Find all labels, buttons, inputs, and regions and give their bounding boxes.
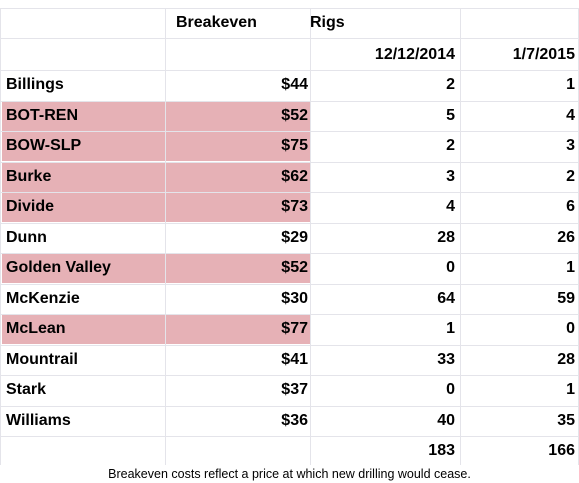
row-highlight [2, 101, 310, 131]
county-name: Dunn [6, 228, 47, 246]
footnote: Breakeven costs reflect a price at which… [108, 467, 471, 481]
rigs: 0 [566, 320, 575, 337]
grid-line [0, 38, 579, 39]
breakeven: $75 [281, 137, 308, 154]
breakeven: $52 [281, 259, 308, 276]
grid-line [460, 8, 461, 465]
county-name: Burke [6, 167, 52, 185]
county-name: Billings [6, 76, 64, 93]
county-name: Stark [6, 381, 47, 398]
row-highlight [2, 132, 310, 161]
county-name: Mountrail [6, 350, 78, 368]
rigs: 6 [566, 198, 575, 215]
rigs: 40 [437, 411, 455, 429]
row-highlight [2, 162, 310, 192]
county-name: Golden Valley [6, 259, 111, 276]
grid-line [0, 344, 579, 346]
county-name: BOT-REN [6, 106, 78, 124]
grid-line [0, 8, 579, 9]
breakeven: $52 [281, 106, 308, 124]
grid-line [0, 222, 579, 224]
rigs: 2 [446, 76, 455, 93]
header-breakeven: Breakeven [176, 14, 257, 31]
breakeven: $30 [281, 289, 308, 307]
breakeven: $77 [281, 320, 308, 337]
rigs: 59 [557, 289, 575, 307]
rigs: 4 [566, 106, 575, 124]
rigs: 1 [566, 381, 575, 398]
header-rigs: Rigs [310, 14, 345, 31]
total: 166 [548, 442, 575, 459]
rigs: 0 [446, 259, 455, 276]
row-highlight [2, 254, 310, 283]
total: 183 [428, 442, 455, 459]
county-name: McKenzie [6, 289, 80, 307]
rigs: 2 [446, 137, 455, 154]
grid-line [0, 131, 579, 132]
rigs: 4 [446, 198, 455, 215]
header-date: 12/12/2014 [374, 46, 455, 63]
rigs: 35 [557, 411, 575, 429]
row-highlight [2, 193, 310, 222]
grid-line [0, 375, 579, 376]
county-name: BOW-SLP [6, 137, 82, 154]
rigs: 26 [557, 228, 575, 246]
grid-line [0, 405, 579, 407]
rigs: 5 [446, 106, 455, 124]
rigs: 28 [437, 228, 455, 246]
breakeven: $73 [281, 198, 308, 215]
grid-line [0, 8, 1, 465]
row-highlight [2, 315, 310, 344]
rigs: 64 [437, 289, 455, 307]
rigs: 2 [566, 167, 575, 185]
county-name: McLean [6, 320, 66, 337]
rigs: 33 [437, 350, 455, 368]
grid-line [0, 283, 579, 285]
grid-line [0, 253, 579, 254]
county-name: Williams [6, 411, 71, 429]
grid-line [165, 8, 166, 465]
rigs: 3 [566, 137, 575, 154]
grid-line [0, 192, 579, 193]
grid-line [0, 161, 579, 163]
grid-line [0, 314, 579, 315]
grid-line [0, 100, 579, 102]
breakeven: $36 [281, 411, 308, 429]
breakeven: $29 [281, 228, 308, 246]
grid-line [310, 8, 311, 465]
grid-line [0, 70, 579, 71]
rigs: 3 [446, 167, 455, 185]
breakeven: $41 [281, 350, 308, 368]
grid-line [0, 436, 579, 437]
rigs: 1 [446, 320, 455, 337]
breakeven: $62 [281, 167, 308, 185]
rigs: 0 [446, 381, 455, 398]
breakeven: $44 [281, 76, 308, 93]
header-date: 1/7/2015 [512, 46, 575, 63]
rigs: 1 [566, 76, 575, 93]
rigs: 28 [557, 350, 575, 368]
county-name: Divide [6, 198, 55, 215]
breakeven: $37 [281, 381, 308, 398]
rigs: 1 [566, 259, 575, 276]
